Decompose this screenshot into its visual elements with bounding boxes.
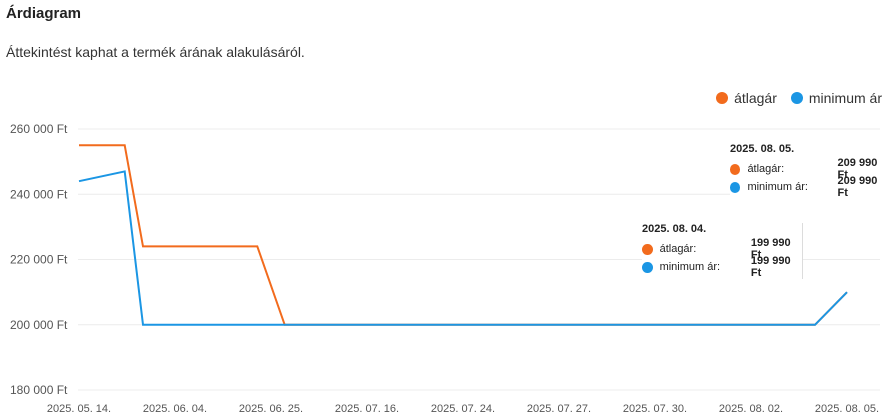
tooltip-2025-08-04: 2025. 08. 04. átlagár: 199 990 Ft minimu… bbox=[642, 223, 803, 279]
tooltip-marker-average-price bbox=[642, 243, 653, 255]
chart-title: Árdiagram bbox=[6, 5, 82, 22]
tooltip-value: 209 990 Ft bbox=[837, 175, 878, 199]
x-tick-label: 2025. 07. 30. bbox=[623, 403, 687, 415]
tooltip-2025-08-05: 2025. 08. 05. átlagár: 209 990 Ft minimu… bbox=[730, 143, 888, 199]
tooltip-label: átlagár: bbox=[747, 163, 785, 175]
legend-label-average-price: átlagár bbox=[734, 90, 777, 106]
tooltip-marker-minimum-price bbox=[642, 261, 653, 273]
tooltip-row-minimum-price: minimum ár: 209 990 Ft bbox=[730, 175, 888, 199]
tooltip-value: 209 990 Ft bbox=[837, 157, 878, 181]
legend-marker-average-price bbox=[716, 92, 729, 104]
y-tick-label: 220 000 Ft bbox=[10, 253, 68, 267]
tooltip-row-average-price: átlagár: 209 990 Ft bbox=[730, 157, 888, 181]
x-tick-label: 2025. 07. 27. bbox=[527, 403, 591, 415]
tooltip-date: 2025. 08. 04. bbox=[642, 223, 707, 235]
tooltip-value: 199 990 Ft bbox=[750, 237, 791, 261]
x-tick-label: 2025. 08. 02. bbox=[719, 403, 783, 415]
tooltip-date: 2025. 08. 05. bbox=[730, 143, 795, 155]
x-tick-label: 2025. 06. 04. bbox=[143, 403, 207, 415]
x-tick-label: 2025. 05. 14. bbox=[47, 403, 111, 415]
tooltip-value: 199 990 Ft bbox=[750, 255, 791, 279]
series-line-minimum-price bbox=[78, 170, 848, 326]
tooltip-row-minimum-price: minimum ár: 199 990 Ft bbox=[642, 255, 802, 279]
y-tick-label: 180 000 Ft bbox=[10, 383, 68, 397]
x-tick-label: 2025. 06. 25. bbox=[239, 403, 303, 415]
x-tick-label: 2025. 07. 16. bbox=[335, 403, 399, 415]
tooltip-row-average-price: átlagár: 199 990 Ft bbox=[642, 237, 802, 261]
tooltip-marker-average-price bbox=[730, 163, 741, 175]
y-tick-label: 260 000 Ft bbox=[10, 122, 68, 136]
chart-subtitle: Áttekintést kaphat a termék árának alaku… bbox=[6, 44, 305, 60]
tooltip-label: minimum ár: bbox=[659, 261, 721, 273]
legend-item-average-price[interactable]: átlagár bbox=[716, 90, 777, 106]
legend-marker-minimum-price bbox=[790, 92, 803, 104]
tooltip-label: átlagár: bbox=[659, 243, 697, 255]
y-tick-label: 200 000 Ft bbox=[10, 318, 68, 332]
x-tick-label: 2025. 08. 05. bbox=[815, 403, 879, 415]
x-tick-label: 2025. 07. 24. bbox=[431, 403, 495, 415]
y-tick-label: 240 000 Ft bbox=[10, 187, 68, 201]
legend-item-minimum-price[interactable]: minimum ár bbox=[790, 90, 882, 106]
tooltip-label: minimum ár: bbox=[747, 181, 808, 193]
chart-legend: átlagár minimum ár bbox=[716, 90, 882, 106]
legend-label-minimum-price: minimum ár bbox=[808, 90, 882, 106]
tooltip-marker-minimum-price bbox=[730, 181, 741, 193]
